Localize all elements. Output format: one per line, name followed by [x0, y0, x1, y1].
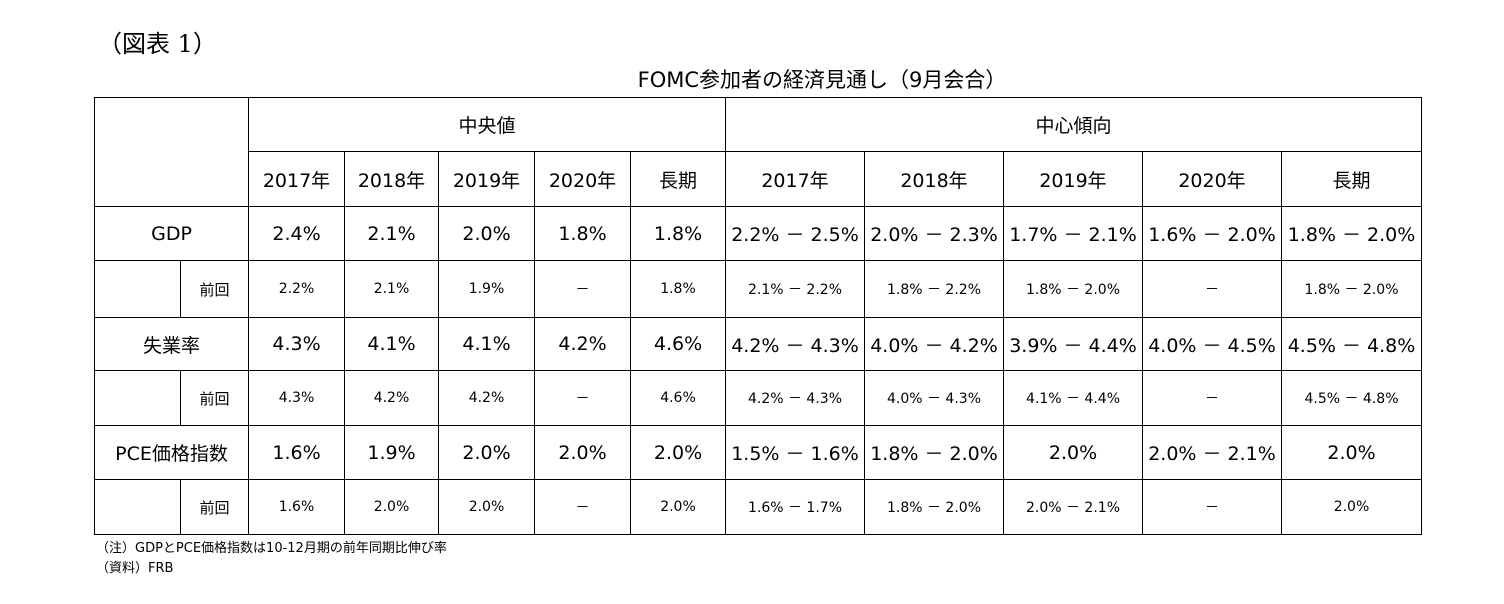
previous-label: 前回 [180, 370, 249, 426]
year-header: 2017年 [248, 151, 345, 207]
prev-median-cell: 2.2% [248, 260, 345, 318]
range-cell: 4.0% － 4.2% [864, 317, 1004, 371]
prev-range-cell: 1.6% － 1.7% [725, 479, 865, 535]
figure-label: （図表 1） [98, 30, 217, 58]
year-header: 長期 [630, 151, 726, 207]
range-cell: 1.8% － 2.0% [864, 425, 1004, 480]
range-cell: 1.5% － 1.6% [725, 425, 865, 480]
prev-median-cell: 4.3% [248, 370, 345, 426]
prev-range-cell: 4.1% － 4.4% [1003, 370, 1143, 426]
prev-range-cell: 1.8% － 2.2% [864, 260, 1004, 318]
range-cell: 2.2% － 2.5% [725, 206, 865, 261]
year-header: 長期 [1281, 151, 1422, 207]
year-header: 2018年 [344, 151, 439, 207]
prev-median-cell: 4.2% [344, 370, 439, 426]
range-cell: 3.9% － 4.4% [1003, 317, 1143, 371]
prev-range-cell: 2.1% － 2.2% [725, 260, 865, 318]
prev-median-cell: － [534, 260, 631, 318]
range-cell: 2.0% － 2.1% [1142, 425, 1282, 480]
median-cell: 2.1% [344, 206, 439, 261]
median-cell: 4.3% [248, 317, 345, 371]
corner-cell [94, 97, 249, 207]
row-label-spacer [94, 260, 181, 318]
prev-median-cell: － [534, 370, 631, 426]
median-cell: 2.0% [438, 425, 535, 480]
prev-range-cell: 4.2% － 4.3% [725, 370, 865, 426]
range-cell: 4.0% － 4.5% [1142, 317, 1282, 371]
prev-range-cell: 1.8% － 2.0% [864, 479, 1004, 535]
group-header-central-tendency: 中心傾向 [725, 97, 1422, 152]
prev-median-cell: 1.9% [438, 260, 535, 318]
row-label-unemployment: 失業率 [94, 317, 249, 371]
year-header: 2017年 [725, 151, 865, 207]
median-cell: 2.4% [248, 206, 345, 261]
prev-median-cell: 1.8% [630, 260, 726, 318]
prev-range-cell: 1.8% － 2.0% [1281, 260, 1422, 318]
prev-range-cell: 2.0% [1281, 479, 1422, 535]
range-cell: 4.5% － 4.8% [1281, 317, 1422, 371]
prev-median-cell: － [534, 479, 631, 535]
prev-median-cell: 2.0% [630, 479, 726, 535]
median-cell: 2.0% [438, 206, 535, 261]
range-cell: 1.8% － 2.0% [1281, 206, 1422, 261]
prev-range-cell: 1.8% － 2.0% [1003, 260, 1143, 318]
range-cell: 4.2% － 4.3% [725, 317, 865, 371]
median-cell: 4.6% [630, 317, 726, 371]
source-text: （資料）FRB [96, 561, 174, 576]
median-cell: 1.9% [344, 425, 439, 480]
note-text: （注）GDPとPCE価格指数は10-12月期の前年同期比伸び率 [96, 541, 447, 556]
prev-range-cell: － [1142, 260, 1282, 318]
prev-median-cell: 2.1% [344, 260, 439, 318]
prev-range-cell: － [1142, 479, 1282, 535]
footnotes: （注）GDPとPCE価格指数は10-12月期の前年同期比伸び率 （資料）FRB [96, 539, 447, 579]
range-cell: 1.7% － 2.1% [1003, 206, 1143, 261]
prev-range-cell: 2.0% － 2.1% [1003, 479, 1143, 535]
median-cell: 1.8% [630, 206, 726, 261]
median-cell: 1.6% [248, 425, 345, 480]
prev-median-cell: 2.0% [438, 479, 535, 535]
previous-label: 前回 [180, 260, 249, 318]
prev-median-cell: 4.6% [630, 370, 726, 426]
range-cell: 2.0% [1003, 425, 1143, 480]
table-title: FOMC参加者の経済見通し（9月会合） [637, 68, 1007, 92]
range-cell: 1.6% － 2.0% [1142, 206, 1282, 261]
row-label-spacer [94, 479, 181, 535]
median-cell: 4.1% [344, 317, 439, 371]
row-label-gdp: GDP [94, 206, 249, 261]
previous-label: 前回 [180, 479, 249, 535]
prev-median-cell: 4.2% [438, 370, 535, 426]
median-cell: 4.1% [438, 317, 535, 371]
range-cell: 2.0% [1281, 425, 1422, 480]
year-header: 2019年 [438, 151, 535, 207]
prev-range-cell: 4.5% － 4.8% [1281, 370, 1422, 426]
prev-median-cell: 1.6% [248, 479, 345, 535]
year-header: 2020年 [1142, 151, 1282, 207]
median-cell: 2.0% [630, 425, 726, 480]
row-label-spacer [94, 370, 181, 426]
prev-range-cell: 4.0% － 4.3% [864, 370, 1004, 426]
median-cell: 2.0% [534, 425, 631, 480]
median-cell: 1.8% [534, 206, 631, 261]
row-label-pce: PCE価格指数 [94, 425, 249, 480]
year-header: 2020年 [534, 151, 631, 207]
year-header: 2019年 [1003, 151, 1143, 207]
forecast-table: 中央値 中心傾向 2017年 2018年 2019年 2020年 長期 2017… [94, 97, 1422, 535]
range-cell: 2.0% － 2.3% [864, 206, 1004, 261]
year-header: 2018年 [864, 151, 1004, 207]
prev-range-cell: － [1142, 370, 1282, 426]
prev-median-cell: 2.0% [344, 479, 439, 535]
median-cell: 4.2% [534, 317, 631, 371]
group-header-median: 中央値 [248, 97, 726, 152]
